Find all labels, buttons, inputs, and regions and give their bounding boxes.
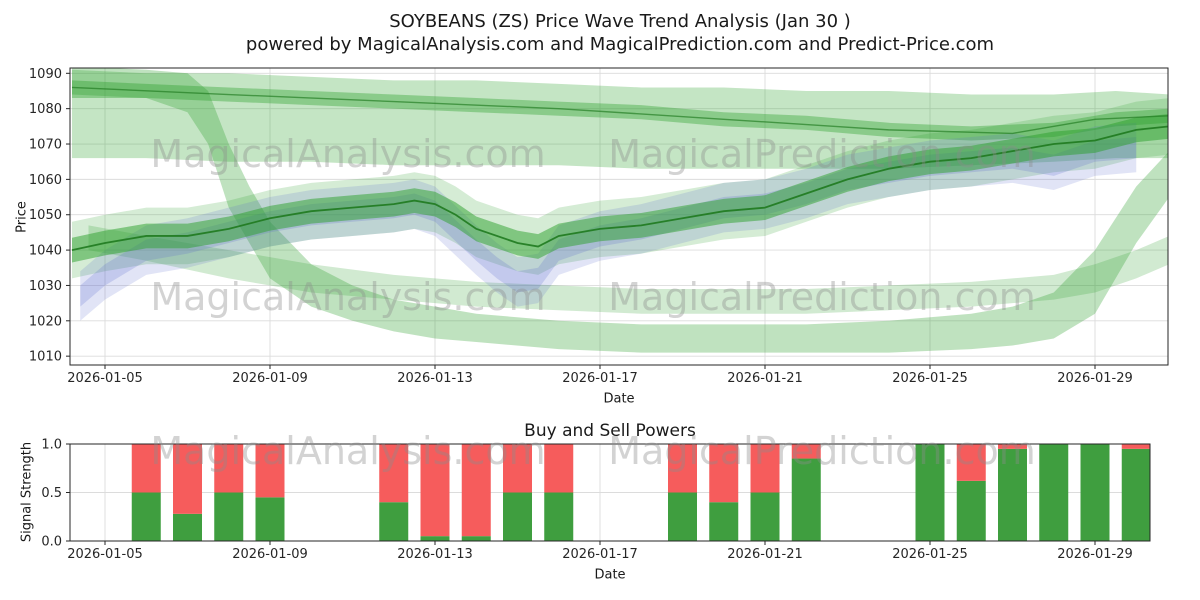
svg-text:2026-01-25: 2026-01-25 (892, 547, 968, 562)
svg-text:1040: 1040 (29, 244, 62, 259)
svg-text:0.5: 0.5 (41, 486, 62, 501)
svg-text:2026-01-09: 2026-01-09 (232, 371, 308, 386)
svg-text:1.0: 1.0 (41, 438, 62, 453)
svg-text:1030: 1030 (29, 279, 62, 294)
svg-text:2026-01-05: 2026-01-05 (67, 371, 143, 386)
svg-text:2026-01-05: 2026-01-05 (67, 547, 143, 562)
svg-text:2026-01-21: 2026-01-21 (727, 371, 803, 386)
signal-xaxis-label: Date (594, 567, 626, 583)
figure-title: SOYBEANS (ZS) Price Wave Trend Analysis … (70, 10, 1170, 56)
svg-text:1050: 1050 (29, 208, 62, 223)
svg-text:1090: 1090 (29, 67, 62, 82)
svg-text:2026-01-09: 2026-01-09 (232, 547, 308, 562)
signal-chart-title: Buy and Sell Powers (524, 421, 696, 441)
svg-text:2026-01-13: 2026-01-13 (397, 371, 473, 386)
svg-text:0.0: 0.0 (41, 535, 62, 550)
signal-yaxis-label: Signal Strength (19, 441, 35, 543)
svg-text:1060: 1060 (29, 173, 62, 188)
svg-text:1010: 1010 (29, 350, 62, 365)
svg-text:2026-01-29: 2026-01-29 (1057, 371, 1133, 386)
price-xaxis-label: Date (603, 391, 635, 407)
svg-text:1080: 1080 (29, 102, 62, 117)
svg-text:2026-01-25: 2026-01-25 (892, 371, 968, 386)
figure-title-line1: SOYBEANS (ZS) Price Wave Trend Analysis … (389, 11, 851, 32)
svg-text:2026-01-17: 2026-01-17 (562, 371, 638, 386)
figure-title-line2: powered by MagicalAnalysis.com and Magic… (245, 34, 995, 55)
svg-text:2026-01-21: 2026-01-21 (727, 547, 803, 562)
svg-text:2026-01-29: 2026-01-29 (1057, 547, 1133, 562)
svg-text:2026-01-13: 2026-01-13 (397, 547, 473, 562)
price-yaxis-label: Price (14, 201, 30, 233)
svg-text:2026-01-17: 2026-01-17 (562, 547, 638, 562)
svg-text:1020: 1020 (29, 314, 62, 329)
svg-text:1070: 1070 (29, 138, 62, 153)
